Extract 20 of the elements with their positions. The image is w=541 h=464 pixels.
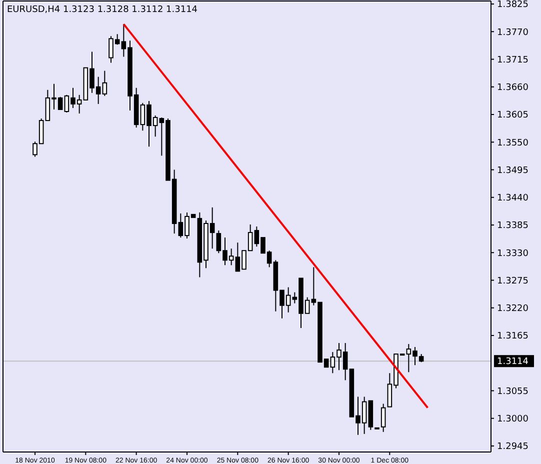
- y-tick-label: 1.3825: [497, 0, 528, 10]
- y-tick-label: 1.3165: [497, 332, 528, 342]
- candlestick: [102, 70, 108, 96]
- y-tick-label: 1.3440: [497, 194, 529, 204]
- y-tick-label: 1.3550: [497, 138, 529, 148]
- y-tick-label: 1.3000: [497, 414, 529, 424]
- y-tick-label: 1.3495: [497, 166, 528, 176]
- y-tick-label: 1.3055: [497, 386, 528, 397]
- y-tick-label: 1.3770: [497, 28, 529, 38]
- y-tick-label: 1.3660: [497, 83, 529, 94]
- y-tick-label: 1.3330: [497, 248, 529, 259]
- ref-line-label: 1.3114: [497, 357, 529, 368]
- y-tick-label: 1.3715: [497, 55, 528, 66]
- chart-title: EURUSD,H4 1.3123 1.3128 1.3112 1.3114: [7, 5, 198, 15]
- y-tick-label: 1.2945: [497, 442, 528, 452]
- candlestick: [380, 403, 386, 432]
- y-tick-label: 1.3385: [497, 221, 528, 232]
- y-tick-label: 1.3605: [497, 110, 528, 121]
- y-tick-label: 1.3275: [497, 276, 528, 286]
- y-tick-label: 1.3220: [497, 304, 529, 314]
